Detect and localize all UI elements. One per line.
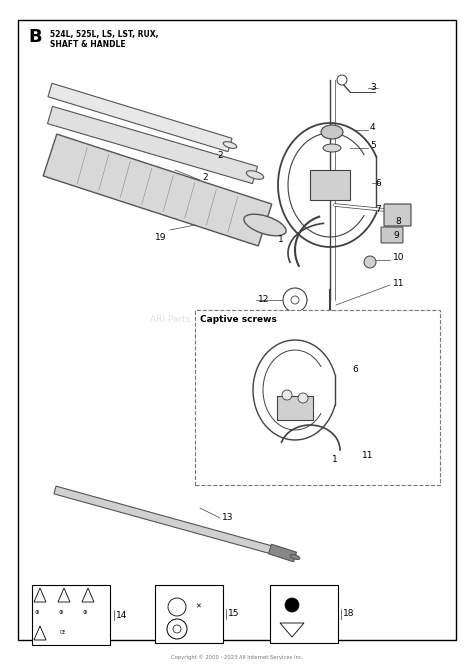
Text: 9: 9: [393, 232, 399, 240]
Text: 2: 2: [217, 151, 223, 159]
Polygon shape: [43, 134, 272, 246]
Bar: [155, 585, 223, 643]
Text: B: B: [28, 28, 42, 46]
Polygon shape: [268, 544, 297, 562]
Circle shape: [285, 598, 299, 612]
Text: 11: 11: [393, 280, 404, 288]
Bar: [270, 585, 338, 643]
Text: 19: 19: [155, 232, 166, 242]
Ellipse shape: [246, 171, 264, 179]
FancyBboxPatch shape: [381, 227, 403, 243]
Text: 8: 8: [395, 218, 401, 226]
Text: 6: 6: [352, 365, 358, 374]
Text: Copyright © 2000 - 2023 All Internet Services Inc.: Copyright © 2000 - 2023 All Internet Ser…: [171, 654, 303, 659]
Text: 13: 13: [222, 513, 234, 521]
Circle shape: [282, 390, 292, 400]
Circle shape: [364, 256, 376, 268]
Text: 11: 11: [362, 450, 374, 459]
Text: ⊕: ⊕: [83, 610, 88, 616]
Circle shape: [337, 75, 347, 85]
Ellipse shape: [286, 553, 294, 557]
Bar: [310, 170, 350, 200]
Circle shape: [291, 296, 299, 304]
Text: SHAFT & HANDLE: SHAFT & HANDLE: [50, 40, 126, 49]
Text: ✕: ✕: [195, 604, 201, 610]
Bar: [32, 585, 110, 645]
Circle shape: [298, 393, 308, 403]
Text: ARI Parts: ARI Parts: [150, 315, 191, 324]
Ellipse shape: [290, 554, 300, 560]
Text: 524L, 525L, LS, LST, RUX,: 524L, 525L, LS, LST, RUX,: [50, 30, 158, 39]
Text: 7: 7: [375, 205, 381, 214]
Text: 5: 5: [370, 141, 376, 149]
Text: 10: 10: [393, 254, 404, 262]
Text: 12: 12: [258, 295, 269, 305]
Ellipse shape: [323, 144, 341, 152]
Text: 4: 4: [370, 124, 375, 133]
Text: 2: 2: [202, 173, 208, 181]
Text: 18: 18: [343, 610, 355, 618]
FancyBboxPatch shape: [384, 204, 411, 226]
Text: ⊕: ⊕: [35, 610, 40, 616]
Text: 1: 1: [278, 236, 284, 244]
Circle shape: [325, 310, 335, 320]
Text: 6: 6: [375, 179, 381, 187]
Ellipse shape: [223, 141, 237, 148]
Text: 1: 1: [332, 456, 338, 465]
Polygon shape: [48, 83, 232, 151]
Text: ⊕: ⊕: [59, 610, 64, 616]
Ellipse shape: [244, 214, 286, 236]
Bar: [195, 310, 440, 485]
Text: 15: 15: [228, 610, 239, 618]
Text: 14: 14: [116, 610, 128, 620]
Text: Captive screws: Captive screws: [200, 315, 277, 324]
Circle shape: [283, 288, 307, 312]
Bar: [277, 396, 313, 420]
Polygon shape: [54, 486, 291, 559]
Polygon shape: [47, 106, 257, 184]
Text: CE: CE: [60, 631, 66, 635]
Text: 3: 3: [370, 84, 376, 92]
Ellipse shape: [321, 125, 343, 139]
